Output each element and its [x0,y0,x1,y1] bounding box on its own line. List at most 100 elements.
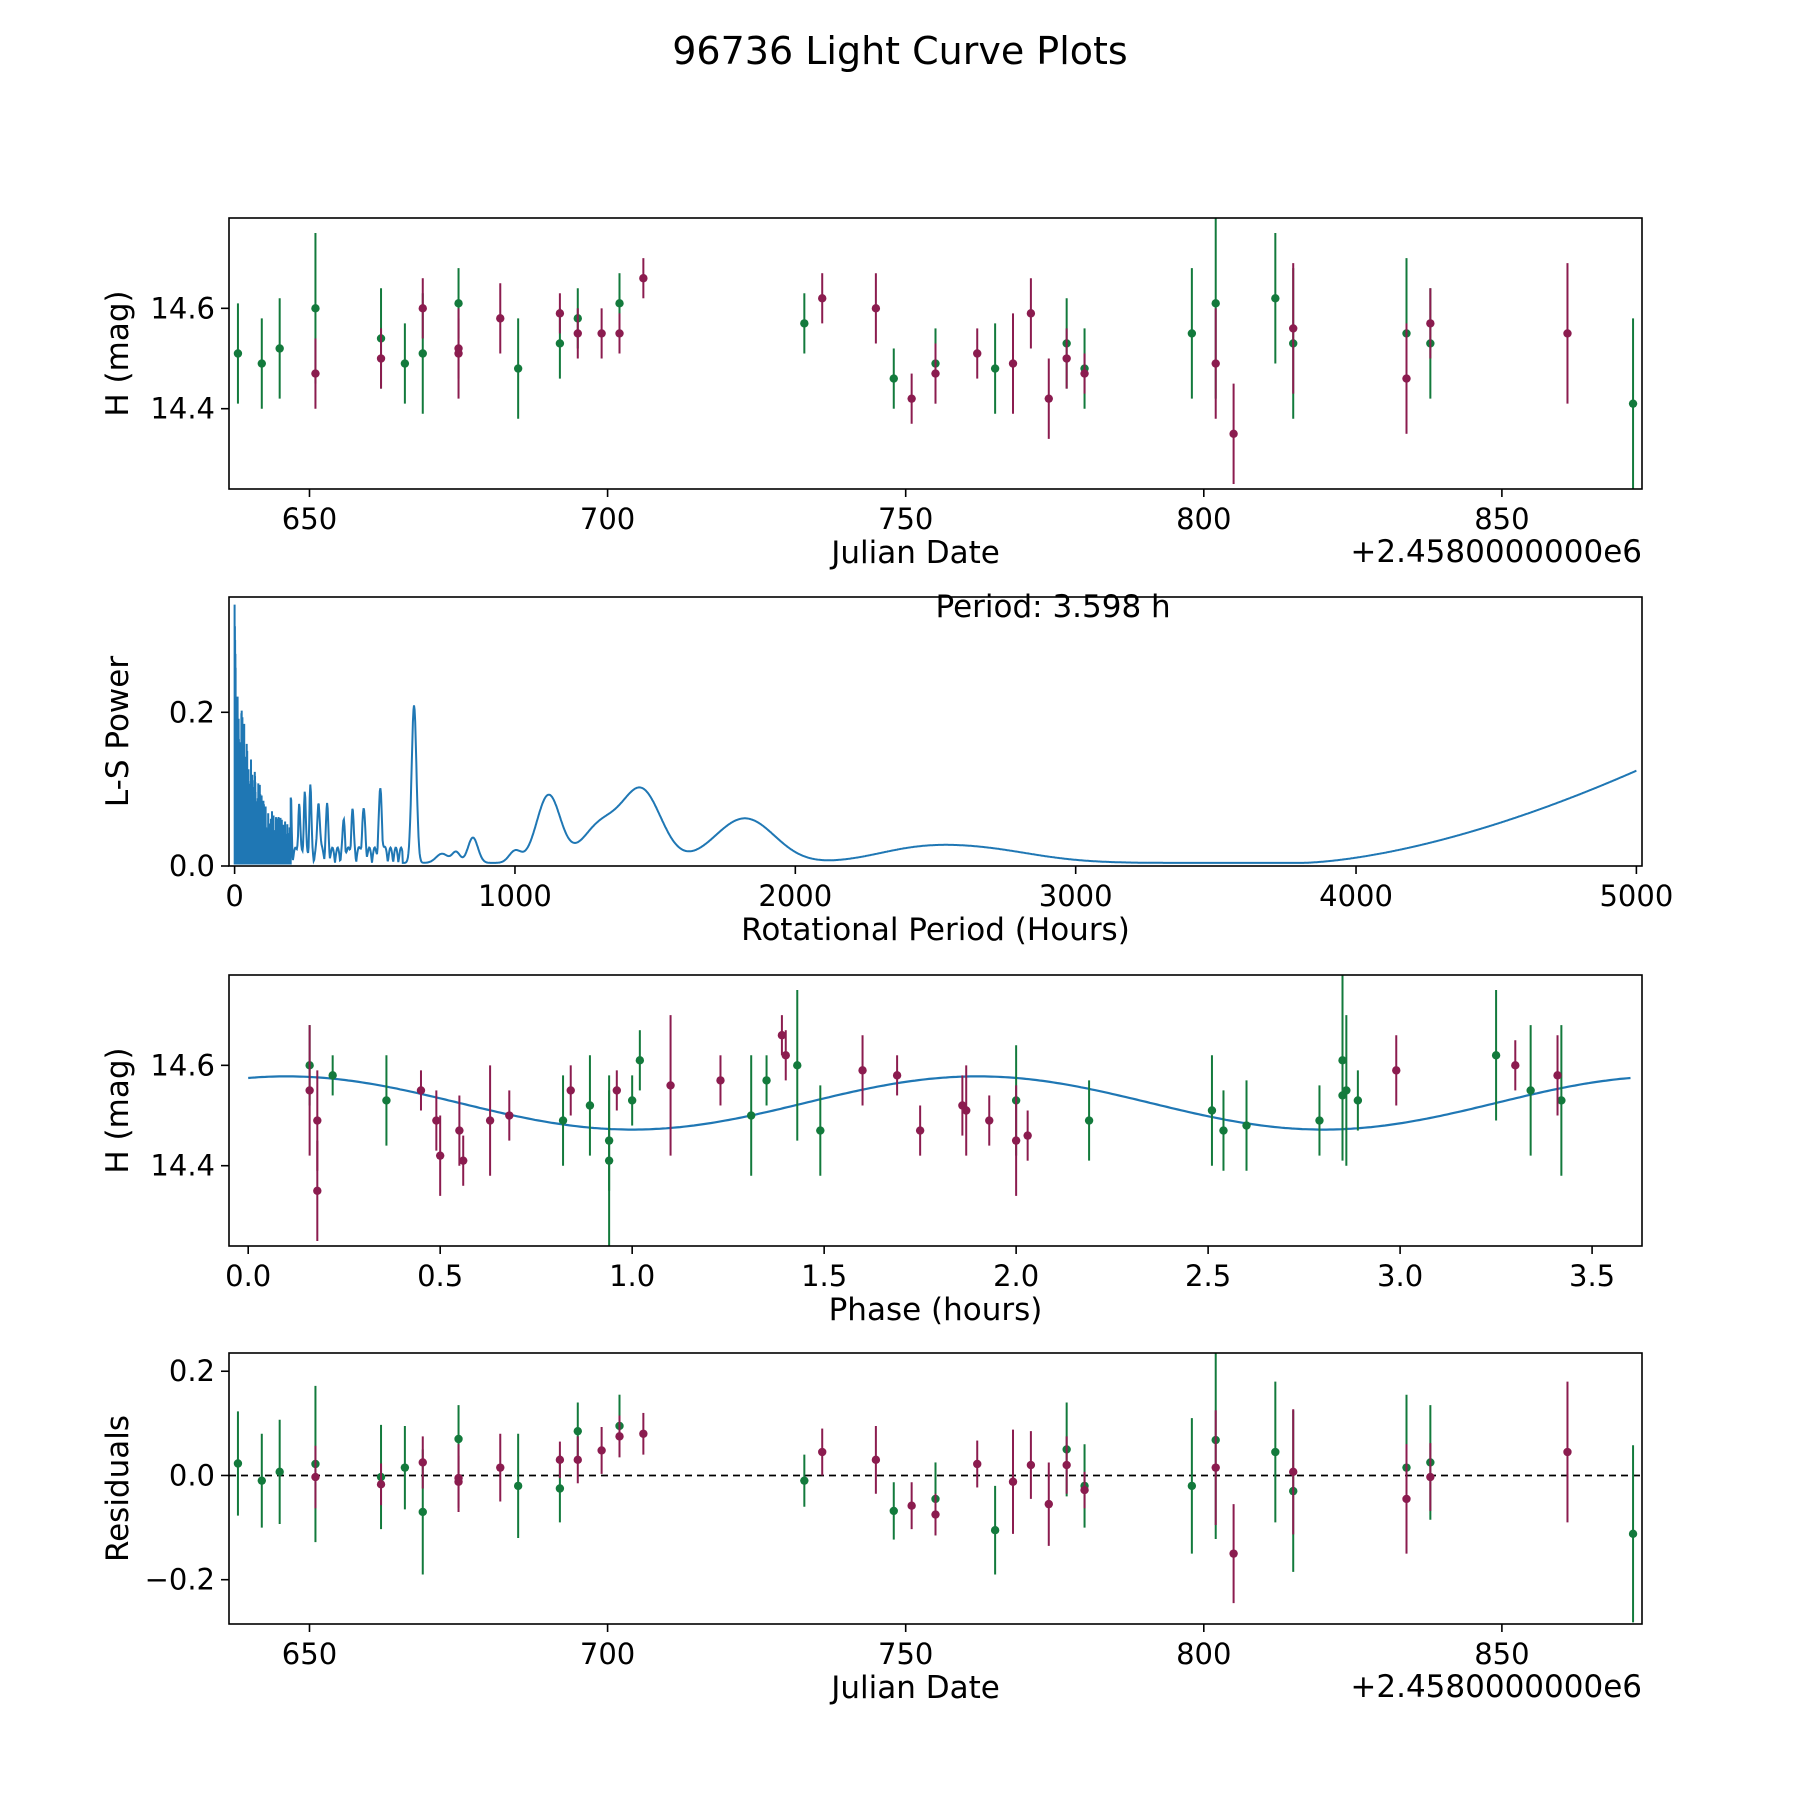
y-tick-label: 14.6 [150,1048,215,1082]
x-tick-label: 3.5 [1569,1259,1615,1293]
data-point [615,1432,624,1441]
data-point [233,1459,243,1468]
data-point [1491,1051,1501,1060]
data-point [233,349,243,358]
data-point [1289,1467,1298,1477]
y-tick-label: 14.4 [150,392,215,426]
x-tick-label: 850 [1474,1637,1529,1671]
data-point [716,1076,725,1085]
data-point [416,1086,426,1095]
data-point [1563,1447,1572,1457]
y-axis-label: H (mag) [100,290,136,416]
data-point [858,1066,867,1075]
y-tick-label: 14.6 [150,291,215,325]
data-point [558,1116,568,1125]
x-tick-label: 0.5 [417,1259,463,1293]
data-point [1080,1485,1089,1495]
x-axis-label: Rotational Period (Hours) [741,912,1130,948]
data-point [418,304,427,313]
data-point [931,1510,940,1519]
data-point [1011,1136,1021,1145]
x-tick-label: 2.0 [993,1259,1039,1293]
x-tick-label: 700 [580,502,635,536]
x-tick-label: 700 [580,1637,635,1671]
data-point [1392,1066,1401,1075]
data-point [1026,1460,1036,1470]
data-point [907,1501,916,1510]
data-point [257,359,266,368]
model-fit-line [248,1075,1631,1131]
data-point [781,1051,790,1060]
data-point [1084,1116,1094,1125]
y-tick-label: 0.2 [169,1354,215,1388]
data-point [639,274,648,283]
data-point [1628,399,1638,408]
data-point [818,1447,827,1457]
data-point [1080,369,1089,378]
data-point [1008,1477,1018,1486]
data-point [311,1472,320,1482]
x-tick-label: 0.0 [225,1259,271,1293]
data-point [555,1484,565,1493]
data-point [1315,1116,1324,1125]
residuals-panel: 650 700 750 800 850 −0.2 0.0 0.2 Julian Date Resi… [100,1352,1643,1706]
data-point [931,369,940,378]
data-point [604,1156,614,1165]
data-point [1271,294,1280,303]
data-point [311,369,320,378]
data-point [627,1096,637,1105]
y-axis-label: H (mag) [100,1047,136,1173]
data-point [454,299,463,308]
x-axis-label: Phase (hours) [829,1292,1043,1328]
y-tick-label: 0.0 [169,1458,215,1492]
data-point [485,1116,495,1125]
data-point [382,1096,391,1105]
data-point [777,1031,787,1040]
data-point [555,309,565,318]
plot-area [233,218,1638,489]
data-point [1211,299,1220,308]
data-point [555,339,565,348]
light-curve-panel: 650 700 750 800 850 14.4 14.6 Julian Date H (mag… [100,217,1643,571]
data-point [615,299,624,308]
data-point [1062,1460,1071,1470]
phase-curve-panel: 0.0 0.5 1.0 1.5 2.0 2.5 3.0 3.5 14.4 14.6 Phase (h… [100,974,1643,1328]
x-tick-label: 800 [1176,502,1231,536]
data-point [1426,1472,1435,1482]
data-point [962,1106,971,1115]
data-point [1008,359,1018,368]
data-point [597,329,606,338]
x-tick-label: 0 [225,879,243,913]
data-point [1187,1481,1197,1491]
data-point [762,1076,771,1085]
x-tick-label: 1.0 [609,1259,655,1293]
x-tick-label: 750 [878,1637,933,1671]
data-point [973,349,982,358]
period-annotation: Period: 3.598 h [936,589,1171,625]
plot-frame [228,1352,1643,1625]
x-axis-label: Julian Date [829,1670,1000,1706]
data-point [566,1086,575,1095]
data-point [1553,1071,1562,1080]
plot-frame [228,974,1643,1247]
data-point [376,1480,386,1489]
data-point [1026,309,1036,318]
data-point [454,1434,463,1444]
data-point [892,1071,902,1080]
data-point [573,1426,582,1436]
plot-area [233,604,1637,865]
data-point [1402,1494,1411,1504]
data-point [311,304,320,313]
x-tick-label: 800 [1176,1637,1231,1671]
data-point [990,364,1000,373]
data-point [1289,324,1298,333]
data-point [985,1116,994,1125]
periodogram-panel: 0 1000 2000 3000 4000 5000 0.0 0.2 Rotational Pe… [100,589,1673,948]
data-point [418,1458,427,1467]
data-point [1353,1096,1363,1105]
data-point [915,1126,925,1135]
data-point [257,1476,266,1485]
data-point [1187,329,1197,338]
y-tick-label: −0.2 [145,1563,215,1597]
data-point [1526,1086,1535,1095]
